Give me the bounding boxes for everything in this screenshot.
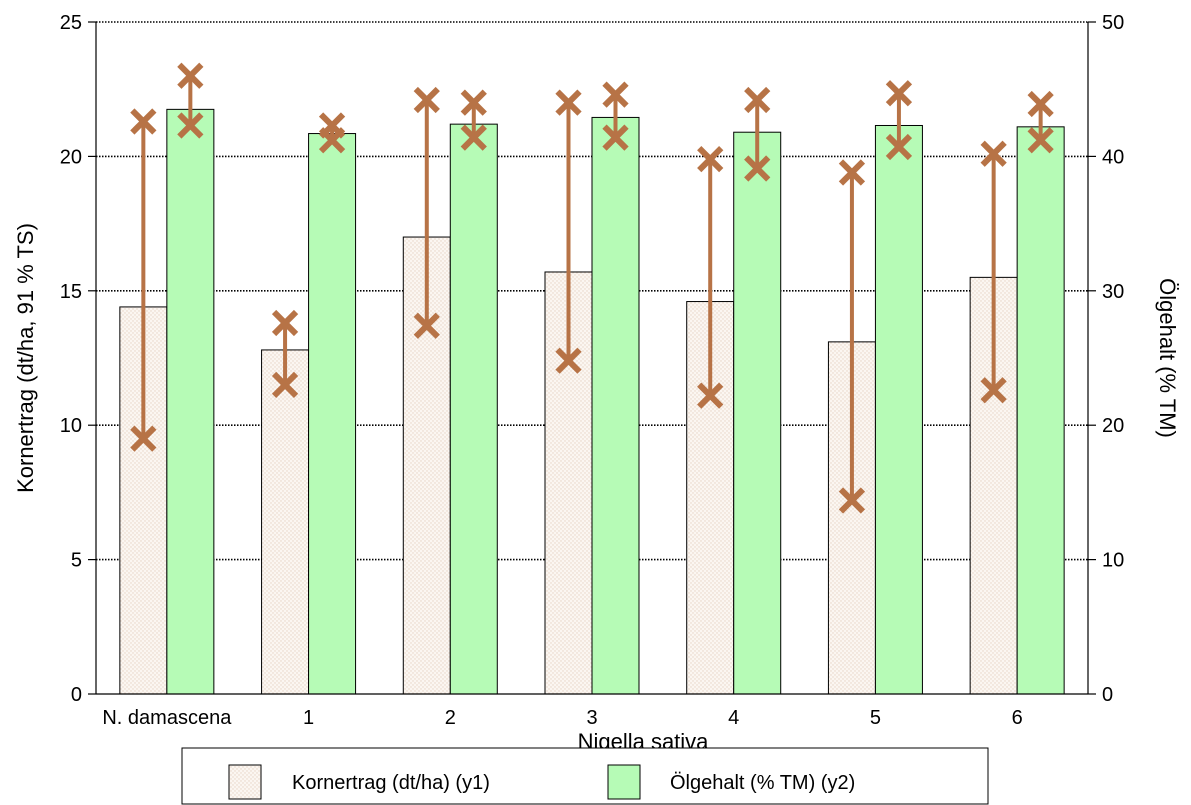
legend: Kornertrag (dt/ha) (y1) Ölgehalt (% TM) … (181, 747, 989, 805)
error-high-kornertrag-5 (838, 159, 866, 186)
kornertrag-error-bars (130, 86, 1007, 514)
error-low-kornertrag-3 (555, 347, 582, 374)
x-tick-label-1: 1 (303, 707, 314, 729)
y-tick-label-25: 25 (60, 12, 82, 34)
error-high-oelgehalt-1 (318, 112, 346, 139)
error-high-oelgehalt-2 (460, 89, 487, 116)
y-tick-label-10: 10 (60, 415, 82, 437)
y2-tick-label-40: 40 (1102, 146, 1124, 168)
error-low-kornertrag-1-b (271, 371, 299, 399)
error-low-oelgehalt-5 (885, 133, 913, 161)
legend-box (181, 747, 989, 805)
error-low-oelgehalt-2-b (460, 124, 487, 151)
error-low-kornertrag-4-b (697, 382, 724, 409)
error-high-oelgehalt-5 (885, 80, 913, 107)
error-high-oelgehalt-4 (744, 86, 771, 114)
bar-oelgehalt-5 (874, 124, 923, 695)
y-axis-right-title: Ölgehalt (% TM) (1155, 278, 1180, 438)
error-low-kornertrag-4 (697, 382, 724, 409)
plot-frame (95, 22, 1089, 695)
legend-label-kornertrag: Kornertrag (dt/ha) (y1) (292, 772, 490, 794)
error-low-oelgehalt-0-b (177, 112, 204, 139)
error-low-oelgehalt-0 (177, 112, 204, 139)
y-tick-label-5: 5 (71, 550, 82, 572)
y2-tick-label-30: 30 (1102, 281, 1124, 303)
error-high-kornertrag-4 (697, 145, 724, 173)
y-axis-right-ticks: 0 10 20 30 40 50 (1088, 12, 1124, 706)
error-high-oelgehalt-6-b (1027, 90, 1054, 118)
y-tick-label-0: 0 (71, 684, 82, 706)
error-low-kornertrag-6 (980, 377, 1007, 404)
bar-oelgehalt-6 (1016, 126, 1065, 695)
error-high-kornertrag-3-b (555, 89, 582, 116)
bar-oelgehalt-0 (166, 108, 215, 695)
error-high-oelgehalt-4-b (744, 86, 771, 114)
x-tick-label-6: 6 (1012, 707, 1023, 729)
error-high-kornertrag-0 (130, 108, 157, 135)
error-high-oelgehalt-0 (177, 62, 204, 89)
error-low-oelgehalt-3-b (602, 124, 629, 151)
error-high-oelgehalt-3-b (602, 81, 629, 108)
error-low-oelgehalt-4-b (744, 155, 771, 182)
y2-tick-label-0: 0 (1102, 684, 1113, 706)
error-low-kornertrag-5-b (838, 487, 866, 514)
error-high-oelgehalt-0-b (177, 62, 204, 89)
error-high-kornertrag-2 (413, 86, 440, 114)
x-axis-ticks: N. damascena 1 2 3 4 5 6 (102, 707, 1022, 729)
error-high-kornertrag-5-b (838, 159, 866, 186)
error-low-kornertrag-1 (271, 371, 299, 399)
error-high-oelgehalt-1-b (318, 112, 346, 139)
error-low-oelgehalt-6 (1027, 127, 1054, 154)
error-high-kornertrag-1-b (271, 309, 299, 337)
x-tick-label-2: 2 (445, 707, 456, 729)
bar-oelgehalt-2 (449, 123, 498, 695)
legend-swatch-oelgehalt (607, 764, 641, 800)
error-low-kornertrag-3-b (555, 347, 582, 374)
bar-oelgehalt-4 (733, 131, 782, 695)
y2-tick-label-50: 50 (1102, 12, 1124, 34)
error-low-kornertrag-5 (838, 487, 866, 514)
y-axis-left-title: Kornertrag (dt/ha, 91 % TS) (13, 223, 38, 493)
bar-oelgehalt-3 (591, 116, 640, 695)
error-high-kornertrag-0-b (130, 108, 157, 135)
error-high-oelgehalt-3 (602, 81, 629, 108)
error-low-kornertrag-6-b (980, 377, 1007, 404)
error-high-oelgehalt-2-b (460, 89, 487, 116)
bar-kornertrag-1 (261, 349, 310, 695)
error-low-kornertrag-2 (413, 312, 440, 339)
error-low-oelgehalt-6-b (1027, 127, 1054, 154)
oelgehalt-error-bars (177, 62, 1054, 182)
y2-tick-label-20: 20 (1102, 415, 1124, 437)
y-tick-label-15: 15 (60, 281, 82, 303)
oelgehalt-bars (166, 108, 1065, 695)
y2-tick-label-10: 10 (1102, 550, 1124, 572)
x-tick-label-5: 5 (870, 707, 881, 729)
error-high-kornertrag-3 (555, 89, 582, 116)
error-high-oelgehalt-6 (1027, 90, 1054, 118)
x-tick-label-0: N. damascena (102, 707, 232, 729)
error-low-oelgehalt-2 (460, 124, 487, 151)
error-high-kornertrag-1 (271, 309, 299, 337)
error-low-kornertrag-0-b (130, 425, 157, 452)
bar-oelgehalt-1 (308, 133, 357, 695)
legend-label-oelgehalt: Ölgehalt (% TM) (y2) (670, 772, 855, 794)
error-low-oelgehalt-5-b (885, 133, 913, 161)
error-high-oelgehalt-5-b (885, 80, 913, 107)
error-high-kornertrag-4-b (697, 145, 724, 173)
error-high-kornertrag-2-b (413, 86, 440, 114)
error-low-oelgehalt-3 (602, 124, 629, 151)
x-tick-label-3: 3 (586, 707, 597, 729)
error-low-kornertrag-2-b (413, 312, 440, 339)
legend-swatch-kornertrag (228, 764, 262, 800)
y-axis-left-ticks: 0 5 10 15 20 25 (60, 12, 96, 706)
y-tick-label-20: 20 (60, 146, 82, 168)
error-low-oelgehalt-4 (744, 155, 771, 182)
error-high-kornertrag-6-b (980, 140, 1007, 167)
error-low-kornertrag-0 (130, 425, 157, 452)
error-high-kornertrag-6 (980, 140, 1007, 167)
x-tick-label-4: 4 (728, 707, 739, 729)
